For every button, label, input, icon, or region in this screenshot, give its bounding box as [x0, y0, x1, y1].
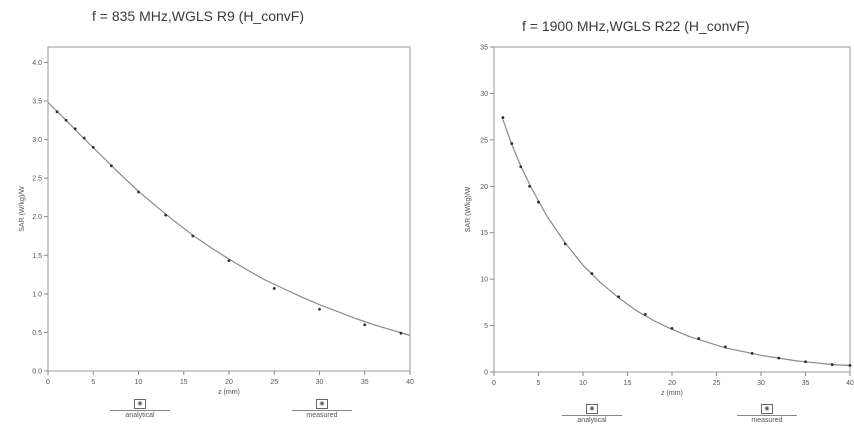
y-tick-label: 0.5: [32, 330, 42, 337]
data-point-measured: [848, 364, 852, 367]
x-tick-label: 30: [316, 379, 324, 386]
x-tick-label: 5: [537, 380, 541, 387]
x-tick-label: 30: [757, 380, 765, 387]
data-point-measured: [777, 356, 781, 360]
legend-marker-icon: ◉: [134, 399, 146, 409]
data-point-measured: [537, 200, 540, 204]
y-tick-label: 0: [484, 370, 488, 377]
data-point-measured: [191, 234, 195, 238]
x-tick-label: 40: [406, 379, 414, 386]
data-point-measured: [643, 313, 647, 316]
plot-frame: [493, 46, 851, 373]
data-point-measured: [318, 307, 321, 311]
x-tick-label: 10: [579, 380, 587, 387]
y-axis-label: SAR (W/kg)/W: [465, 186, 472, 232]
data-point-measured: [399, 331, 403, 335]
y-tick-label: 2.0: [32, 214, 42, 221]
chart-svg-835: 0 5 10 15 20 25 30 35 40 0.0 0.5 1.0 1.5 2.0 2.5 3.0 3.5…: [19, 46, 414, 396]
y-tick-label: 2.5: [32, 176, 42, 183]
y-axis-label: SAR (W/kg)/W: [19, 186, 26, 232]
y-tick-label: 4.0: [32, 60, 42, 67]
data-point-measured: [724, 345, 727, 349]
data-point-measured: [272, 287, 276, 290]
data-point-measured: [519, 165, 523, 169]
y-tick-label: 25: [480, 137, 488, 144]
data-point-measured: [830, 363, 834, 366]
x-tick-label: 40: [846, 380, 854, 387]
y-tick-label: 1.0: [32, 291, 42, 298]
data-point-measured: [227, 259, 231, 263]
data-point-measured: [510, 142, 514, 145]
y-tick-label: 10: [480, 277, 488, 284]
plot-frame: [47, 46, 411, 372]
chart-panel-835: f = 835 MHz,WGLS R9 (H_convF) 0 5 10 15 20 25…: [19, 8, 414, 419]
data-point-measured: [82, 136, 86, 140]
chart-title: f = 835 MHz,WGLS R9 (H_convF): [92, 8, 305, 24]
legend-analytical: ◉ analytical: [110, 399, 170, 419]
x-axis-label: z (mm): [218, 389, 240, 396]
data-point-measured: [55, 110, 59, 114]
y-tick-label: 3.5: [32, 99, 42, 106]
series-line-analytical: [502, 119, 851, 367]
data-point-measured: [563, 242, 567, 246]
x-tick-label: 35: [361, 379, 369, 386]
data-point-measured: [804, 360, 807, 364]
data-point-measured: [670, 326, 674, 330]
x-tick-label: 25: [713, 380, 721, 387]
y-tick-label: 1.5: [32, 253, 42, 260]
chart-title: f = 1900 MHz,WGLS R22 (H_convF): [522, 18, 750, 34]
data-point-measured: [617, 295, 620, 299]
data-point-measured: [164, 213, 168, 217]
data-point-measured: [73, 127, 77, 131]
chart-panel-1900: f = 1900 MHz,WGLS R22 (H_convF) 0 5 10 15 20…: [427, 0, 854, 430]
x-tick-label: 25: [270, 379, 278, 386]
data-point-measured: [363, 323, 367, 327]
data-point-measured: [91, 145, 95, 149]
data-point-measured: [64, 118, 68, 122]
series-line-analytical: [47, 102, 411, 337]
x-tick-label: 10: [135, 379, 143, 386]
legend-marker-icon: ◉: [761, 404, 773, 414]
y-tick-label: 15: [480, 230, 488, 237]
data-point-measured: [750, 352, 754, 355]
legend-measured: ◉ measured: [737, 404, 797, 424]
data-point-measured: [528, 184, 531, 188]
y-tick-label: 3.0: [32, 137, 42, 144]
x-tick-label: 15: [624, 380, 632, 387]
legend-analytical: ◉ analytical: [562, 404, 622, 424]
y-tick-label: 5: [484, 323, 488, 330]
data-point-measured: [137, 190, 140, 194]
x-tick-label: 20: [225, 379, 233, 386]
x-tick-label: 0: [492, 380, 496, 387]
x-tick-label: 15: [180, 379, 188, 386]
x-axis-label: z (mm): [661, 390, 683, 397]
x-tick-label: 35: [802, 380, 810, 387]
chart-svg-1900: 0 5 10 15 20 25 30 35 40 0 5 10 15 20 25 30 35 z (mm) SAR …: [465, 45, 854, 398]
data-point-measured: [590, 272, 594, 275]
data-point-measured: [501, 116, 505, 119]
y-tick-label: 20: [480, 184, 488, 191]
legend-marker-icon: ◉: [586, 404, 598, 414]
y-tick-label: 0.0: [32, 369, 42, 376]
y-tick-label: 35: [480, 45, 488, 52]
legend-marker-icon: ◉: [316, 399, 328, 409]
data-point-measured: [697, 337, 701, 340]
legend-measured: ◉ measured: [292, 399, 352, 419]
data-point-measured: [109, 164, 113, 168]
x-tick-label: 20: [668, 380, 676, 387]
x-tick-label: 5: [91, 379, 95, 386]
x-tick-label: 0: [46, 379, 50, 386]
y-tick-label: 30: [480, 91, 488, 98]
